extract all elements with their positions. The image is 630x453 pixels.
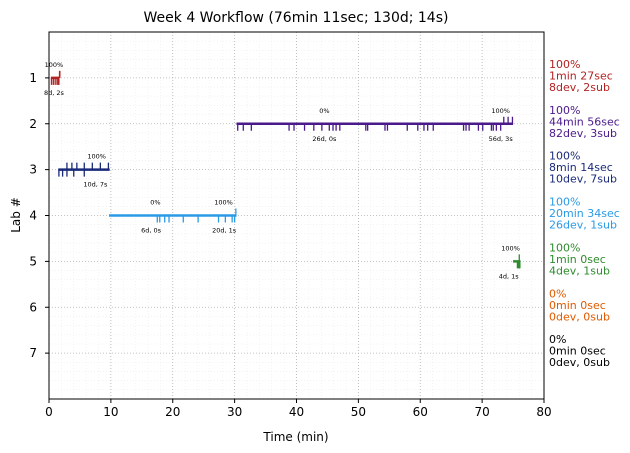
lab-summary-line: 8dev, 2sub [549, 81, 610, 94]
lab-annotation: 26d, 0s [312, 135, 337, 143]
x-tick-label: 80 [536, 405, 551, 419]
lab-annotation: 20d, 1s [212, 227, 237, 235]
lab-annotation: 0% [319, 107, 329, 115]
lab-summary-line: 44min 56sec [549, 115, 620, 128]
lab-summary-line: 100% [549, 241, 580, 254]
lab-annotation: 8d, 2s [44, 89, 65, 97]
lab-summary-line: 0min 0sec [549, 345, 606, 358]
lab-summary-line: 100% [549, 150, 580, 163]
lab-annotation: 10d, 7s [83, 181, 108, 189]
lab-marks: 100% 8d, 2s 0% 26d, 0s 100% 56d, 3s 100% 10d, 7… [44, 61, 521, 280]
lab-summary-line: 20min 34sec [549, 207, 620, 220]
lab-summary-line: 8min 14sec [549, 161, 613, 174]
lab-summary-line: 100% [549, 196, 580, 209]
lab-summary-line: 0dev, 0sub [549, 310, 610, 323]
lab-annotation: 0% [150, 199, 160, 207]
y-tick-label: 5 [29, 254, 37, 268]
chart-title: Week 4 Workflow (76min 11sec; 130d; 14s) [144, 10, 449, 26]
lab-annotation: 4d, 1s [499, 272, 520, 280]
lab-summary-line: 1min 27sec [549, 69, 613, 82]
x-tick-label: 20 [165, 405, 180, 419]
lab-annotation: 100% [87, 153, 106, 161]
lab-annotation: 56d, 3s [489, 135, 514, 143]
lab-summary-line: 100% [549, 58, 580, 71]
y-tick-label: 3 [29, 163, 37, 177]
lab-summary-line: 1min 0sec [549, 253, 606, 266]
y-tick-label: 6 [29, 300, 37, 314]
lab-annotation: 100% [491, 107, 510, 115]
x-tick-label: 30 [227, 405, 242, 419]
x-tick-label: 40 [289, 405, 304, 419]
y-axis-label: Lab # [9, 197, 23, 233]
lab-annotation: 6d, 0s [141, 227, 162, 235]
lab-summary-line: 4dev, 1sub [549, 264, 610, 277]
lab-annotation: 100% [214, 199, 233, 207]
lab-summary-line: 100% [549, 104, 580, 117]
lab-annotation: 100% [501, 244, 520, 252]
x-tick-label: 50 [351, 405, 366, 419]
lab-summary-line: 0min 0sec [549, 299, 606, 312]
lab-summary-line: 0% [549, 333, 566, 346]
x-axis-label: Time (min) [262, 430, 328, 444]
y-tick-label: 4 [29, 209, 37, 223]
lab-summary-line: 26dev, 1sub [549, 219, 617, 232]
x-tick-label: 0 [45, 405, 53, 419]
lab-summary-line: 0dev, 0sub [549, 356, 610, 369]
y-tick-label: 7 [29, 346, 37, 360]
y-axis-ticks: 1 2 3 4 5 6 7 [29, 71, 49, 360]
y-tick-label: 2 [29, 117, 37, 131]
lab-summary-line: 0% [549, 287, 566, 300]
x-tick-label: 10 [103, 405, 118, 419]
x-axis-ticks: 0 10 20 30 40 50 60 70 80 [45, 399, 552, 419]
lab-annotation: 100% [45, 61, 64, 69]
y-tick-label: 1 [29, 71, 37, 85]
lab-summary-line: 10dev, 7sub [549, 173, 617, 186]
lab-summary-line: 82dev, 3sub [549, 127, 617, 140]
x-tick-label: 70 [474, 405, 489, 419]
x-tick-label: 60 [413, 405, 428, 419]
